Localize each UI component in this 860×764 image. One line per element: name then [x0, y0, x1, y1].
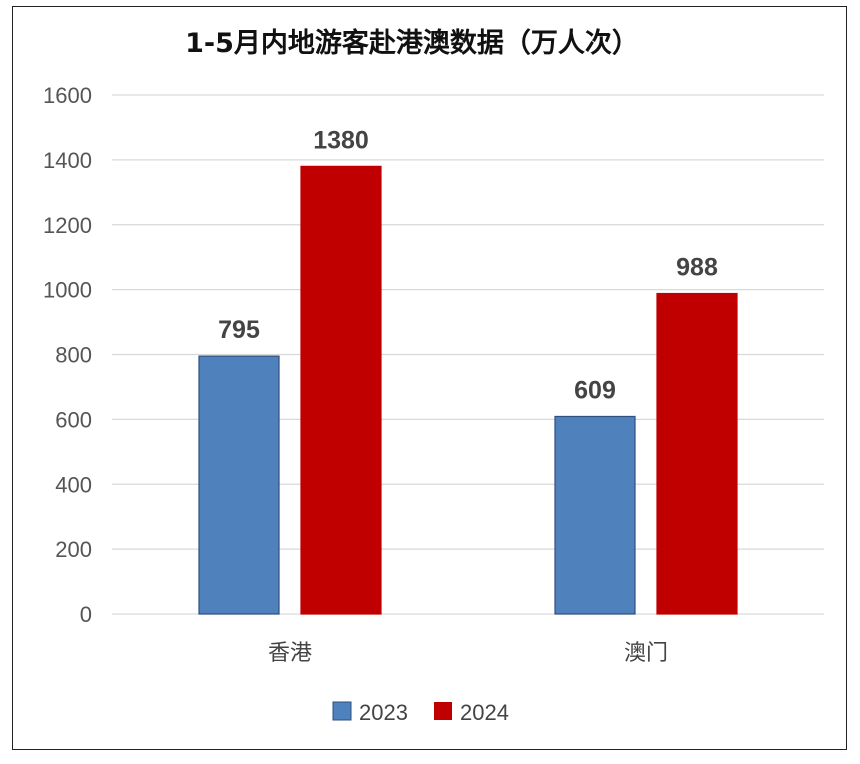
- y-tick-label: 1400: [43, 148, 92, 173]
- category-label: 澳门: [624, 641, 668, 666]
- data-label: 988: [676, 254, 718, 282]
- data-label: 609: [574, 376, 616, 404]
- data-labels: 795 1380 609 988: [218, 126, 718, 404]
- legend-label-2023: 2023: [359, 700, 408, 725]
- bar-香港-2024: [300, 165, 382, 615]
- y-tick-label: 800: [55, 343, 92, 368]
- legend: 2023 2024: [332, 700, 509, 725]
- y-tick-label: 600: [55, 407, 92, 432]
- x-axis-categories: 香港 澳门: [268, 641, 668, 666]
- legend-label-2024: 2024: [460, 700, 509, 725]
- y-tick-label: 0: [80, 602, 92, 627]
- y-tick-label: 1600: [43, 83, 92, 108]
- bar-香港-2023: [198, 355, 280, 615]
- legend-swatch-2023: [332, 701, 352, 721]
- bars: [198, 165, 738, 615]
- y-axis-ticks: 0 200 400 600 800 1000 1200 1400 1600: [43, 83, 92, 627]
- data-label: 795: [218, 316, 260, 344]
- category-label: 香港: [268, 641, 312, 666]
- y-tick-label: 1000: [43, 278, 92, 303]
- chart-title: 1-5月内地游客赴港澳数据（万人次）: [185, 27, 639, 59]
- y-tick-label: 400: [55, 472, 92, 497]
- bar-澳门-2024: [656, 292, 738, 615]
- data-label: 1380: [313, 126, 369, 154]
- y-tick-label: 200: [55, 537, 92, 562]
- legend-swatch-2024: [434, 702, 452, 720]
- y-tick-label: 1200: [43, 213, 92, 238]
- bar-澳门-2023: [554, 415, 636, 615]
